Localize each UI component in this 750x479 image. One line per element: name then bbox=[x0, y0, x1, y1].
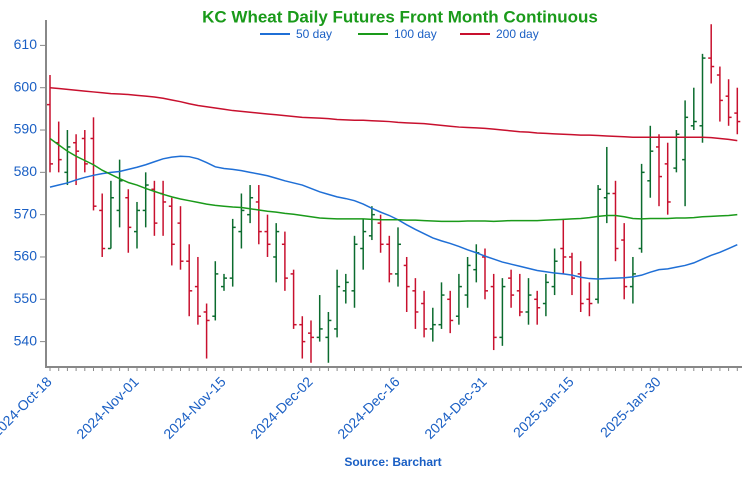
y-tick-label: 550 bbox=[14, 290, 38, 306]
legend-label: 50 day bbox=[296, 27, 332, 41]
x-tick-label: 2024-Dec-16 bbox=[334, 373, 403, 442]
x-tick-label: 2024-Oct-18 bbox=[0, 373, 55, 439]
x-tick-label: 2024-Nov-15 bbox=[160, 373, 229, 442]
chart-title: KC Wheat Daily Futures Front Month Conti… bbox=[202, 7, 598, 26]
x-tick-label: 2024-Dec-02 bbox=[247, 373, 316, 442]
moving-average-line bbox=[49, 137, 738, 223]
y-tick-label: 540 bbox=[14, 332, 38, 348]
moving-average-line bbox=[49, 86, 738, 142]
legend-label: 100 day bbox=[394, 27, 437, 41]
legend-label: 200 day bbox=[496, 27, 539, 41]
y-tick-label: 590 bbox=[14, 121, 38, 137]
x-tick-label: 2025-Jan-30 bbox=[597, 373, 664, 440]
source: Source: Barchart bbox=[344, 455, 441, 469]
x-tick-label: 2025-Jan-15 bbox=[510, 373, 577, 440]
x-tick-label: 2024-Dec-31 bbox=[421, 373, 490, 442]
y-tick-label: 560 bbox=[14, 248, 38, 264]
y-tick-label: 580 bbox=[14, 163, 38, 179]
moving-average-line bbox=[49, 155, 738, 280]
y-tick-label: 600 bbox=[14, 78, 38, 94]
x-tick-label: 2024-Nov-01 bbox=[73, 373, 142, 442]
y-tick-label: 610 bbox=[14, 36, 38, 52]
y-tick-label: 570 bbox=[14, 205, 38, 221]
